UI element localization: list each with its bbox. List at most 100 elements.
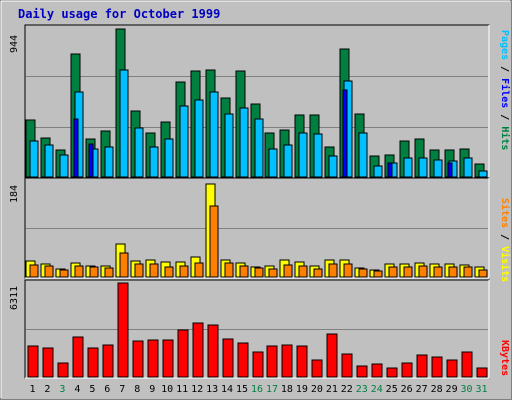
kbytes-bar	[117, 282, 129, 378]
x-tick-label: 6	[104, 384, 110, 395]
pages-bar	[342, 89, 348, 178]
panel-hits-files-pages	[24, 24, 490, 179]
x-tick-label: 19	[296, 384, 308, 395]
kbytes-bar	[222, 338, 234, 378]
kbytes-bar	[401, 362, 413, 378]
sites-bar	[104, 267, 114, 278]
kbytes-bar	[252, 351, 264, 378]
files-bar	[59, 154, 69, 178]
x-tick-label: 25	[386, 384, 398, 395]
pages-bar	[73, 118, 79, 178]
kbytes-bar	[27, 345, 39, 378]
x-tick-label: 21	[326, 384, 338, 395]
kbytes-bar	[207, 324, 219, 378]
x-tick-label: 22	[341, 384, 353, 395]
kbytes-bar	[192, 322, 204, 378]
kbytes-bar	[87, 347, 99, 378]
x-tick-label: 20	[311, 384, 323, 395]
x-tick-label: 9	[149, 384, 155, 395]
files-bar	[104, 146, 114, 178]
files-bar	[134, 127, 144, 178]
x-tick-label: 30	[461, 384, 473, 395]
files-bar	[268, 148, 278, 178]
kbytes-bar	[177, 329, 189, 378]
x-tick-label: 5	[89, 384, 95, 395]
sites-bar	[283, 264, 293, 278]
kbytes-bar	[341, 353, 353, 378]
x-tick-label: 26	[401, 384, 413, 395]
kbytes-bar	[102, 344, 114, 378]
kbytes-bar	[356, 365, 368, 378]
sites-bar	[268, 268, 278, 278]
files-bar	[209, 91, 219, 178]
panel1-ymax-label: 944	[9, 35, 20, 53]
files-bar	[149, 146, 159, 178]
sites-bar	[448, 266, 458, 278]
files-bar	[194, 99, 204, 178]
x-tick-label: 1	[29, 384, 35, 395]
x-tick-label: 17	[266, 384, 278, 395]
x-tick-label: 12	[191, 384, 203, 395]
x-tick-label: 29	[446, 384, 458, 395]
legend-sites: Sites	[499, 198, 511, 228]
panel-visits-sites	[24, 177, 490, 279]
legend-files: Files	[499, 78, 511, 108]
x-tick-label: 11	[176, 384, 188, 395]
sites-bar	[373, 270, 383, 278]
files-bar	[164, 138, 174, 178]
panel-kbytes	[24, 279, 490, 379]
files-bar	[254, 118, 264, 178]
sites-bar	[478, 269, 488, 278]
kbytes-bar	[326, 333, 338, 378]
x-tick-label: 28	[431, 384, 443, 395]
sites-bar	[194, 262, 204, 278]
kbytes-bar	[431, 356, 443, 378]
kbytes-bar	[147, 339, 159, 378]
kbytes-bar	[132, 340, 144, 378]
sites-bar	[358, 268, 368, 278]
sites-bar	[388, 266, 398, 278]
pages-bar	[447, 162, 453, 178]
sites-bar	[89, 266, 99, 278]
legend-pages: Pages	[499, 30, 510, 60]
pages-bar	[88, 143, 94, 178]
x-tick-label: 10	[161, 384, 173, 395]
kbytes-bar	[446, 359, 458, 378]
sites-bar	[418, 265, 428, 278]
x-tick-label: 7	[119, 384, 125, 395]
legend-hits-files-pages: Pages / Files / Hits	[499, 30, 511, 150]
files-bar	[298, 132, 308, 178]
x-tick-label: 18	[281, 384, 293, 395]
legend-visits-sites: Sites / Visits	[499, 198, 511, 282]
x-tick-label: 23	[356, 384, 368, 395]
sites-bar	[463, 266, 473, 278]
files-bar	[224, 113, 234, 178]
x-tick-label: 24	[371, 384, 383, 395]
sites-bar	[29, 264, 39, 278]
files-bar	[119, 69, 129, 178]
x-tick-label: 27	[416, 384, 428, 395]
files-bar	[44, 144, 54, 178]
files-bar	[358, 132, 368, 178]
chart-title: Daily usage for October 1999	[18, 7, 220, 21]
kbytes-bar	[72, 336, 84, 378]
files-bar	[418, 157, 428, 178]
files-bar	[283, 144, 293, 178]
kbytes-bar	[237, 342, 249, 378]
kbytes-bar	[386, 367, 398, 378]
sites-bar	[119, 252, 129, 278]
legend-kbytes: KBytes	[499, 340, 510, 376]
sites-bar	[44, 265, 54, 278]
sites-bar	[179, 265, 189, 278]
files-bar	[179, 105, 189, 178]
files-bar	[373, 165, 383, 178]
files-bar	[463, 157, 473, 178]
kbytes-bar	[476, 367, 488, 378]
sites-bar	[149, 263, 159, 278]
pages-bar	[387, 162, 393, 178]
sites-bar	[74, 265, 84, 278]
files-bar	[478, 170, 488, 178]
sites-bar	[328, 263, 338, 278]
kbytes-bar	[311, 359, 323, 378]
